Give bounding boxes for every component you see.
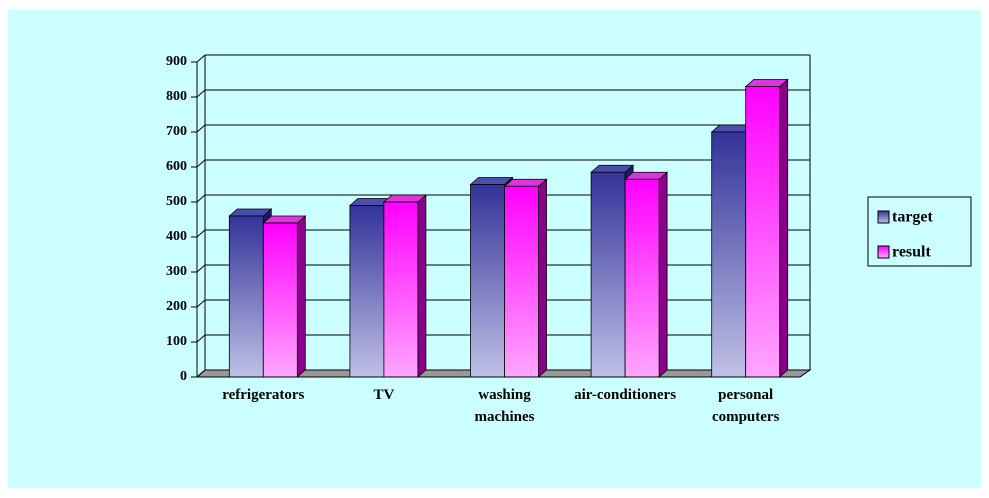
bar-top [262,215,307,224]
x-tick-label: refrigerators [222,387,305,403]
bar-side [779,78,789,378]
bar-top [590,164,635,173]
x-tick-label: air-conditioners [574,387,677,403]
y-tick-label: 700 [166,124,187,139]
bar [624,178,660,378]
legend-label: result [892,244,931,261]
y-tick-label: 200 [166,299,187,314]
x-tick-label: personal computers [711,387,780,425]
bar-top [228,208,273,217]
bar-top [744,79,789,87]
bar-side [658,171,668,378]
y-tick-label: 900 [166,54,187,69]
grid-connector [196,264,206,273]
bar [383,201,419,378]
bar-top [503,178,548,187]
grid-connector [196,89,206,98]
bar-top [624,171,669,180]
y-tick-label: 0 [180,369,187,384]
y-tick-label: 800 [166,89,187,104]
grid-connector [196,334,206,343]
grid-connector [196,299,206,308]
x-tick-label: washing machines [474,387,535,425]
grid-connector [196,159,206,168]
bar [745,86,781,378]
y-tick-label: 500 [166,194,187,209]
bar-side [417,194,427,378]
bar-top [469,177,514,185]
y-tick-label: 600 [166,159,187,174]
bar [711,131,747,378]
grid-connector [196,194,206,203]
bar [504,185,539,378]
y-tick-label: 100 [166,334,187,349]
grid-connector [196,124,206,133]
bar-top [382,194,427,203]
legend-label: target [892,209,934,226]
legend-swatch [877,210,890,224]
bar [590,171,626,378]
bar [470,184,505,378]
y-tick-label: 400 [166,229,187,244]
bar [228,215,264,378]
bar [262,222,298,378]
bar [349,205,385,378]
x-tick-label: TV [373,387,395,403]
legend-swatch [877,245,890,259]
grid-connector [196,54,206,63]
grid-connector [196,369,206,378]
bar-side [538,178,547,378]
grid-connector [196,229,206,238]
bar-side [296,215,306,378]
y-tick-label: 300 [166,264,187,279]
